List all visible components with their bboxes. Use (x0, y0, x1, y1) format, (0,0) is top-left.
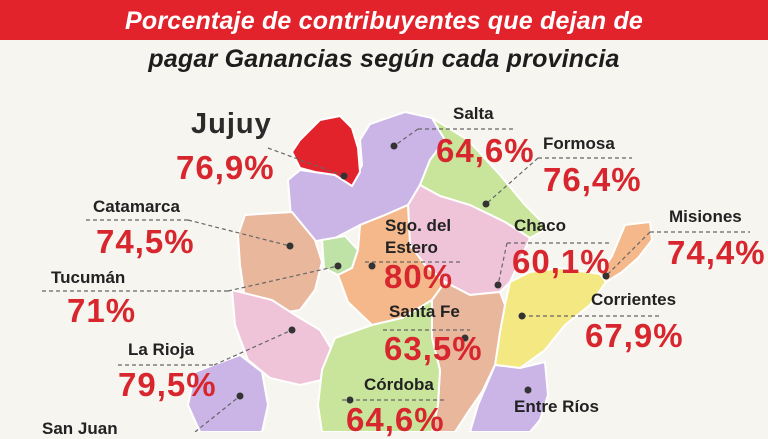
tucuman-name-label: Tucumán (51, 268, 126, 287)
santa-fe-name-label: Santa Fe (389, 302, 460, 321)
marker-chaco (494, 281, 502, 289)
chaco-name-label: Chaco (514, 216, 566, 235)
formosa-name-label: Formosa (543, 134, 615, 153)
corrientes-name-label: Corrientes (591, 290, 677, 309)
marker-la-rioja (288, 326, 296, 334)
leader-lines (42, 128, 750, 432)
province-jujuy (290, 114, 362, 188)
province-san-juan (186, 353, 270, 432)
entre-rios-name-label: Entre Ríos (514, 397, 600, 416)
misiones-percent-label: 74,4% (667, 234, 766, 271)
santiago-del-estero-name-line-1: Sgo. del (385, 216, 452, 235)
marker-cordoba (346, 396, 354, 404)
cordoba-percent-label: 64,6% (346, 401, 445, 438)
marker-entre-rios (524, 386, 532, 394)
marker-tucuman (334, 262, 342, 270)
corrientes-percent-label: 67,9% (585, 317, 684, 354)
tucuman-percent-label: 71% (67, 292, 137, 329)
salta-name-label: Salta (453, 104, 494, 123)
marker-corrientes (518, 312, 526, 320)
province-markers (236, 142, 610, 404)
san-juan-name-label: San Juan (42, 419, 118, 438)
formosa-percent-label: 76,4% (543, 161, 642, 198)
marker-misiones (602, 272, 610, 280)
marker-formosa (482, 200, 490, 208)
catamarca-name-label: Catamarca (93, 197, 180, 216)
map-title-line-1: Porcentaje de contribuyentes que dejan d… (124, 7, 644, 35)
marker-jujuy (340, 172, 348, 180)
la-rioja-name-label: La Rioja (128, 340, 195, 359)
salta-percent-label: 64,6% (436, 132, 535, 169)
marker-santa-fe (461, 334, 469, 342)
catamarca-percent-label: 74,5% (96, 223, 195, 260)
title-band (0, 0, 768, 40)
marker-catamarca (286, 242, 294, 250)
jujuy-name-label: Jujuy (191, 108, 272, 140)
chaco-percent-label: 60,1% (512, 243, 611, 280)
misiones-name-label: Misiones (669, 207, 742, 226)
cordoba-name-label: Córdoba (364, 375, 434, 394)
marker-san-juan (236, 392, 244, 400)
la-rioja-percent-label: 79,5% (118, 366, 217, 403)
santiago-del-estero-name-line-2: Estero (385, 238, 438, 257)
map-title-line-2: pagar Ganancias según cada provincia (148, 45, 620, 73)
jujuy-percent-label: 76,9% (176, 149, 275, 186)
marker-santiago-del-estero (368, 262, 376, 270)
province-entre-rios (468, 360, 550, 432)
santiago-del-estero-percent-label: 80% (384, 258, 454, 295)
marker-salta (390, 142, 398, 150)
santa-fe-percent-label: 63,5% (384, 330, 483, 367)
province-misiones (598, 220, 654, 284)
